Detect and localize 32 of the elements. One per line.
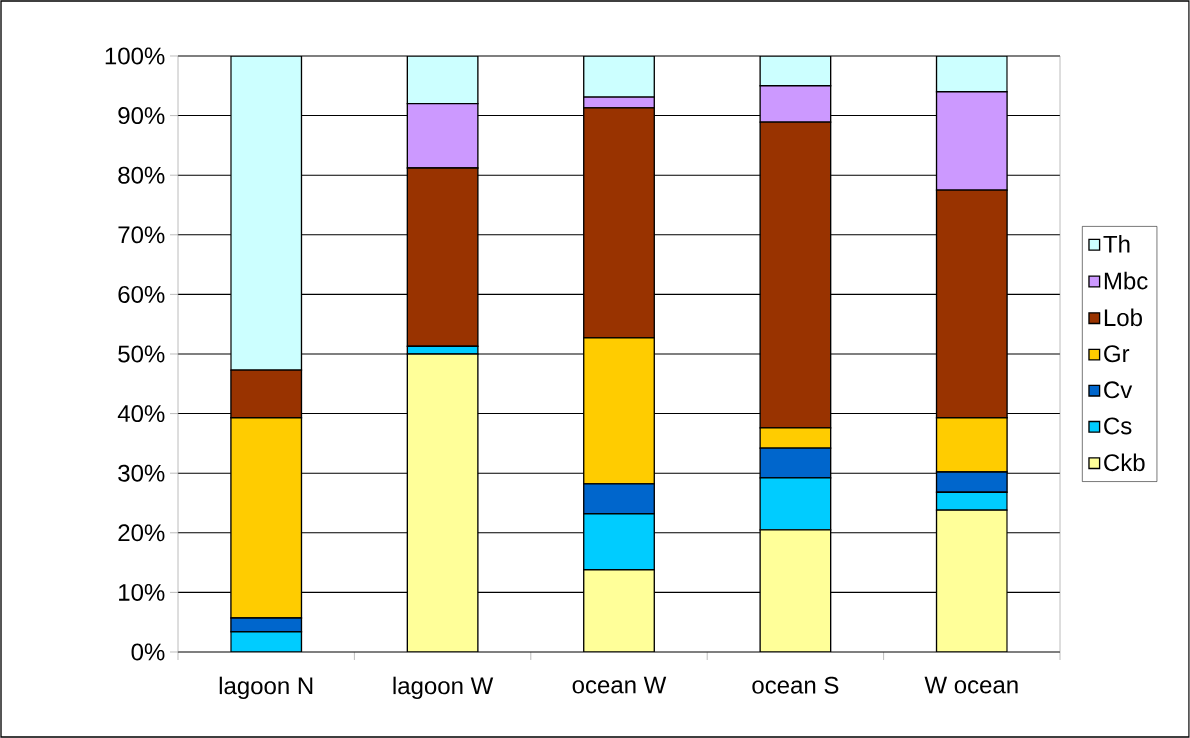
legend-label: Cs [1104, 417, 1132, 435]
bar [759, 55, 832, 87]
legend-label: Lob [1104, 308, 1142, 327]
y-tick-label: 60% [118, 285, 165, 303]
bar [583, 569, 655, 652]
x-tick-label: ocean W [572, 676, 667, 694]
y-tick-label: 50% [118, 345, 165, 363]
bar [759, 529, 832, 652]
y-tick-label: 70% [118, 226, 165, 244]
legend-label: Ckb [1104, 453, 1145, 472]
legend-label: Cv [1104, 381, 1133, 399]
bar [935, 55, 1008, 93]
legend-label: Gr [1104, 345, 1130, 363]
y-tick-label: 90% [118, 107, 165, 125]
bar [935, 509, 1008, 652]
y-tick-label: 10% [119, 583, 165, 601]
y-tick-label: 100% [105, 47, 165, 65]
y-tick-label: 0% [131, 643, 165, 661]
x-tick-label: lagoon W [393, 676, 494, 700]
y-tick-label: 40% [117, 405, 165, 423]
y-tick-label: 20% [118, 524, 165, 542]
bar [406, 55, 479, 105]
legend-label: Mbc [1104, 271, 1148, 290]
y-tick-label: 30% [118, 464, 165, 482]
x-tick-label: ocean S [752, 676, 839, 694]
bar [406, 353, 479, 652]
bar [230, 55, 303, 371]
y-tick-label: 80% [118, 166, 165, 184]
x-tick-label: lagoon N [219, 676, 313, 700]
legend-label: Th [1103, 235, 1130, 253]
x-tick-label: W ocean [924, 676, 1018, 694]
bar [583, 55, 655, 98]
